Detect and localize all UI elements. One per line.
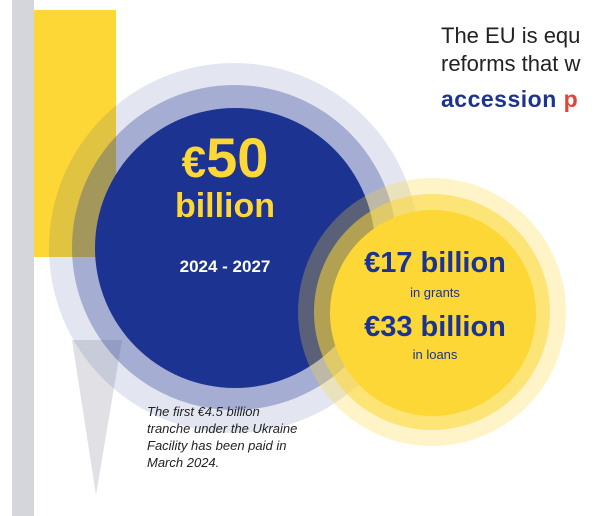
- headline-cut-red-text: p: [563, 86, 579, 112]
- period-label: 2024 - 2027: [179, 257, 271, 276]
- headline-line-3: accession p: [441, 84, 578, 114]
- tranche-note-line: The first €4.5 billion: [147, 404, 260, 419]
- total-amount-number: 50: [206, 126, 269, 189]
- loans-label: in loans: [412, 347, 458, 362]
- loans-amount: €33 billion: [364, 311, 506, 343]
- total-amount-unit: billion: [174, 187, 276, 225]
- headline-line-1: The EU is equ: [441, 23, 581, 48]
- headline-accession-word: accession: [441, 86, 564, 112]
- grants-amount: €17 billion: [364, 247, 506, 279]
- headline-line-2: reforms that w: [441, 51, 581, 76]
- tranche-note-line: Facility has been paid in: [147, 438, 287, 453]
- tranche-note: The first €4.5 billion tranche under the…: [147, 403, 372, 471]
- callout-pointer-shape: [72, 340, 122, 495]
- tranche-note-line: March 2024.: [147, 455, 220, 470]
- currency-symbol: €: [181, 138, 207, 187]
- left-gray-bar: [12, 0, 34, 516]
- grants-label: in grants: [410, 285, 460, 300]
- small-circle-core: [330, 210, 536, 416]
- total-amount: €50: [150, 130, 300, 191]
- tranche-note-line: tranche under the Ukraine: [147, 421, 298, 436]
